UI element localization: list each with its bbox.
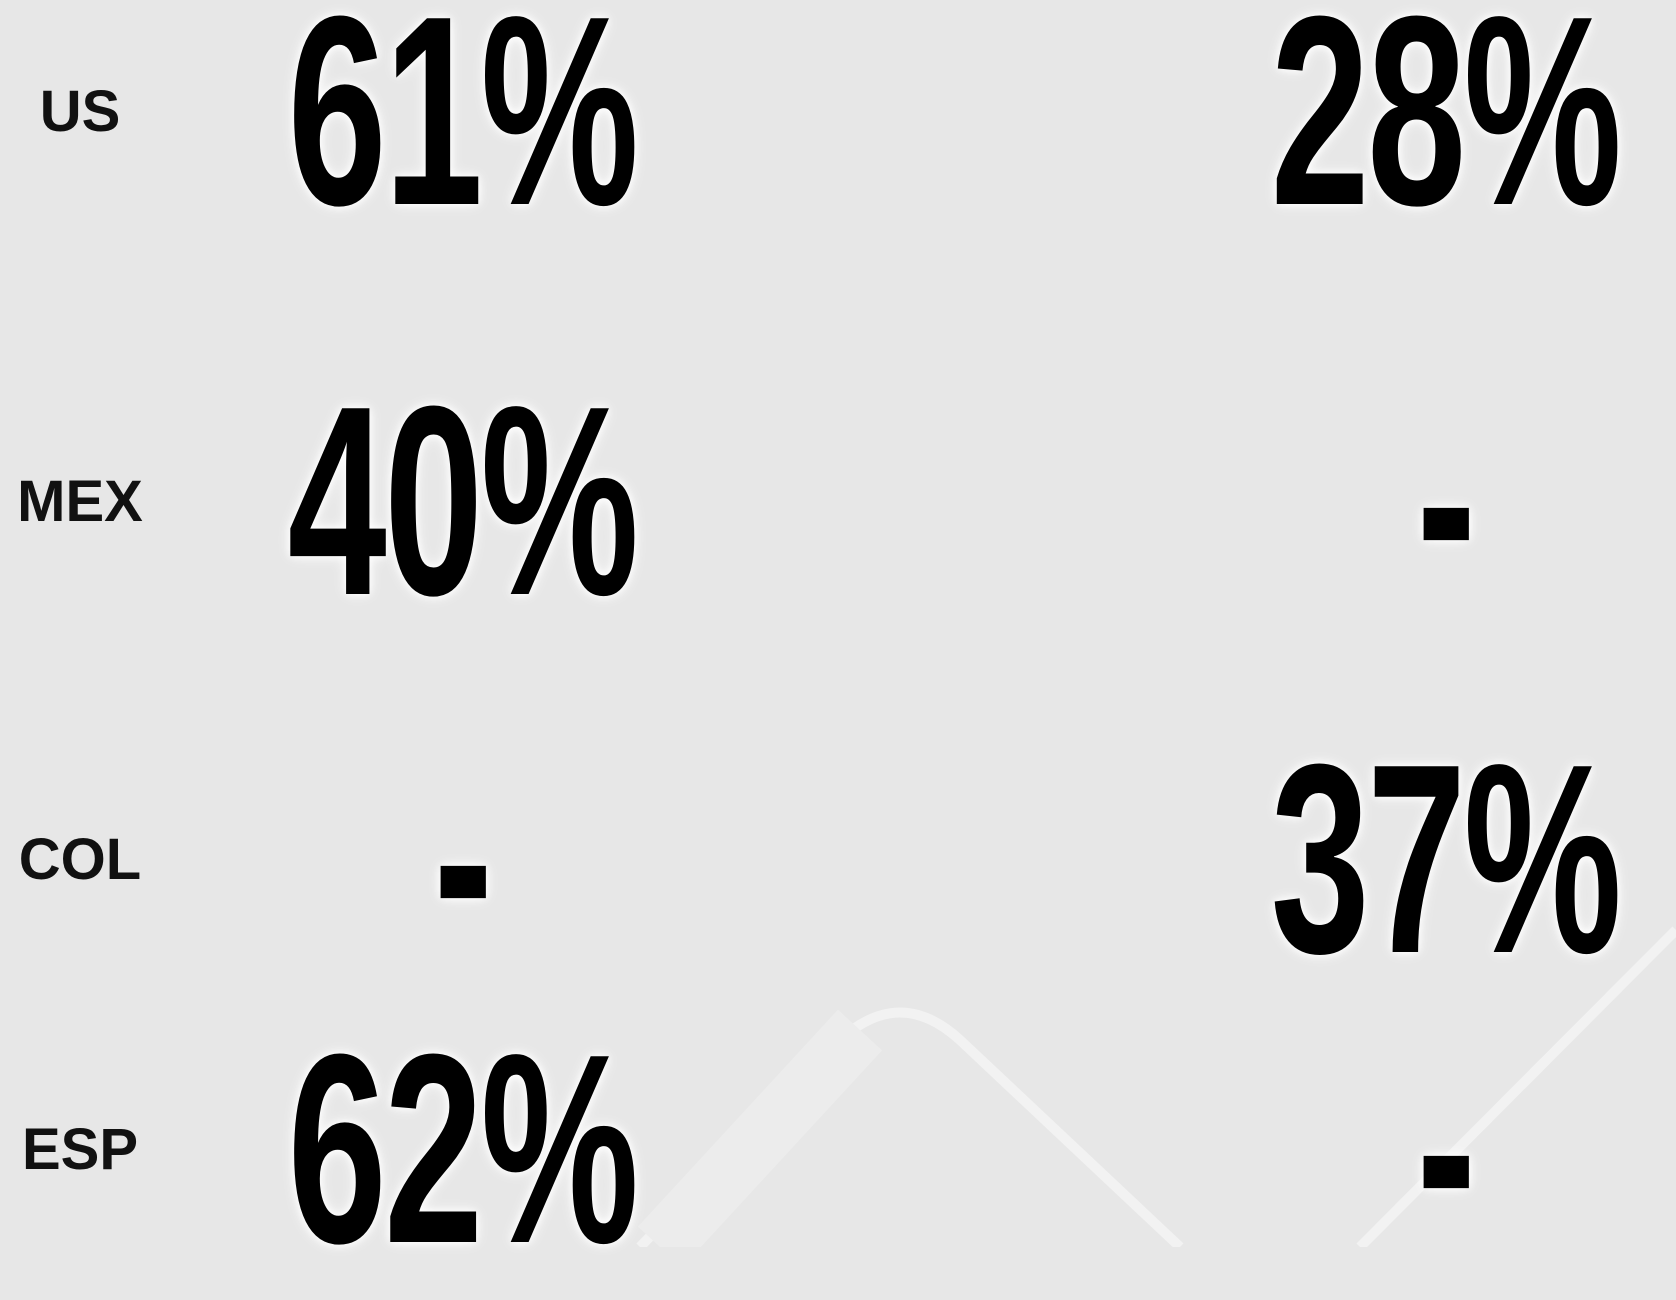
value-cell: 40% (287, 351, 639, 652)
decor-band (637, 1009, 883, 1247)
decor-line (1356, 926, 1676, 1247)
value-cell: - (433, 709, 493, 1010)
value-cell: - (1416, 999, 1476, 1300)
value-cell: 61% (287, 0, 639, 262)
row-label: MEX (17, 469, 143, 534)
value-cell: - (1416, 351, 1476, 652)
row-label: COL (18, 827, 142, 892)
value-cell: 37% (1270, 709, 1622, 1010)
background-decoration (636, 926, 1676, 1247)
row-label: ESP (21, 1117, 139, 1182)
row-label: US (39, 79, 121, 144)
value-cell: 28% (1270, 0, 1622, 262)
value-cell: 62% (287, 999, 639, 1300)
